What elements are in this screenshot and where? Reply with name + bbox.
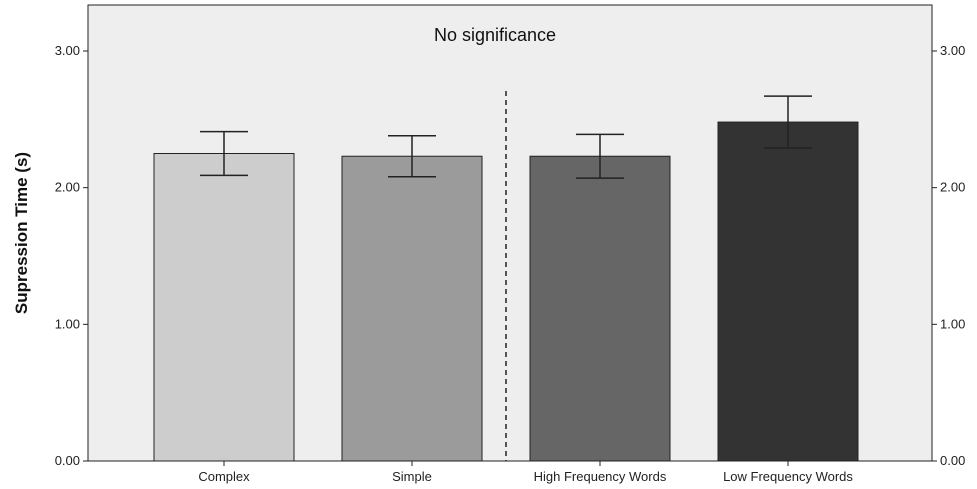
- y-tick-label-right-0: 0.00: [940, 453, 965, 468]
- bar-4: [717, 121, 859, 462]
- bar-2: [341, 155, 483, 462]
- right-y-axis: 0.00 1.00 2.00 3.00: [932, 43, 965, 468]
- x-tick-label-4: Low Frequency Words: [723, 469, 853, 484]
- x-tick-label-3: High Frequency Words: [534, 469, 667, 484]
- y-tick-label-left-1: 1.00: [55, 316, 80, 331]
- x-tick-label-2: Simple: [392, 469, 432, 484]
- y-tick-label-right-2: 2.00: [940, 180, 965, 195]
- left-y-axis: 0.00 1.00 2.00 3.00: [55, 43, 88, 468]
- bar-3: [529, 155, 671, 462]
- y-tick-label-right-1: 1.00: [940, 316, 965, 331]
- annotation-no-significance: No significance: [434, 25, 556, 45]
- x-axis: Complex Simple High Frequency Words Low Fre…: [198, 461, 853, 484]
- y-tick-label-left-2: 2.00: [55, 180, 80, 195]
- y-tick-label-right-3: 3.00: [940, 43, 965, 58]
- y-axis-title: Supression Time (s): [12, 152, 31, 314]
- bar-1: [153, 153, 295, 462]
- bars-layer: [153, 121, 859, 462]
- error-bars-layer: [200, 95, 812, 179]
- y-tick-label-left-0: 0.00: [55, 453, 80, 468]
- x-tick-label-1: Complex: [198, 469, 250, 484]
- y-tick-label-left-3: 3.00: [55, 43, 80, 58]
